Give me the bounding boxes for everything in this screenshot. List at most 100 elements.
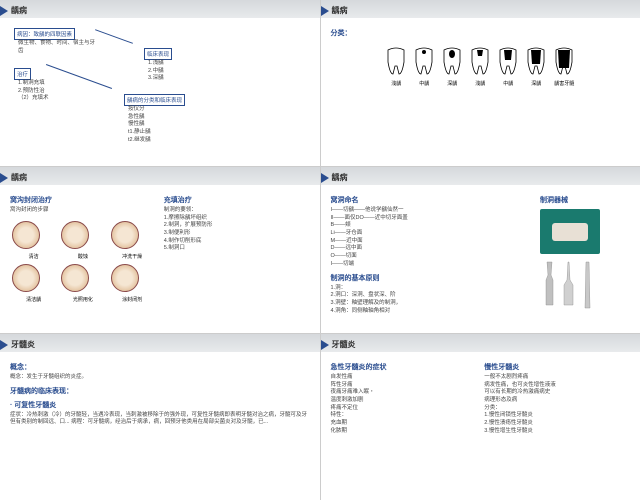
body: 窝沟封闭治疗 窝沟封闭的步骤 清洁 酸蚀 冲洗干燥 清洁龋 光照用化 涂封闭剂 … [4, 191, 316, 305]
sub2: 制洞的基本原则 [331, 273, 533, 283]
chevron-icon [321, 340, 329, 350]
slide-4: 龋病 窝洞命名 I——切龋——他说学龋仙然一 II——面仅DO——近中切牙面盖 … [321, 167, 640, 333]
sub1: 急性牙髓炎的症状 [331, 362, 477, 372]
col-left: 窝沟封闭治疗 窝沟封闭的步骤 清洁 酸蚀 冲洗干燥 清洁龋 光照用化 涂封闭剂 [10, 193, 156, 303]
step-icon [61, 264, 89, 292]
sub1: 窝洞命名 [331, 195, 533, 205]
l: 深龋 [440, 80, 464, 87]
chevron-icon [0, 6, 8, 16]
col-left: 急性牙髓炎的症状 自发性痛 阵性牙痛 夜痛牙痛难入眠・ 温度刺激加剧 疼痛不定位… [331, 360, 477, 436]
sub1b: I——切龋——他说学龋仙然一 II——面仅DO——近中切牙面盖 B——颊 Li—… [331, 207, 533, 269]
slide-6: 牙髓炎 急性牙髓炎的症状 自发性痛 阵性牙痛 夜痛牙痛难入眠・ 温度刺激加剧 疼… [321, 334, 640, 500]
l: 龋害牙髓 [552, 80, 576, 87]
step-icon [111, 264, 139, 292]
tool-icon [580, 260, 595, 310]
teeth-row: 浅龋 中龋 深龋 浅龋 中龋 深龋 龋害牙髓 [331, 46, 631, 76]
col-left: 窝洞命名 I——切龋——他说学龋仙然一 II——面仅DO——近中切牙面盖 B——… [331, 193, 533, 315]
l: 中龋 [412, 80, 436, 87]
slide-title: 龋病 [332, 5, 348, 16]
t: 临床表现 [147, 52, 169, 58]
step-icon [12, 221, 40, 249]
slide-header: 龋病 [0, 0, 320, 18]
sub2: 牙髓病的临床表现： [10, 386, 310, 396]
tooth-icon: 深龋 [524, 46, 548, 76]
step-icon [12, 264, 40, 292]
step: 清洁 [10, 219, 57, 260]
body: 窝洞命名 I——切龋——他说学龋仙然一 II——面仅DO——近中切牙面盖 B——… [325, 191, 637, 317]
slide-1: 龋病 病因：致龋的四联因素 微生物、食物、时间、宿主与牙齿 临床表现 1.浅龋 … [0, 0, 320, 166]
box-class: 龋病的分类和临床表现 [124, 94, 185, 106]
slide-header: 牙髓炎 [0, 334, 320, 352]
diagram: 病因：致龋的四联因素 微生物、食物、时间、宿主与牙齿 临床表现 1.浅龋 2.中… [4, 24, 316, 124]
l: 浅龋 [468, 80, 492, 87]
treat-text: 1.制洞充填 2.预防性治 （2）充填术 [18, 80, 49, 103]
t: 龋病的分类和临床表现 [127, 98, 182, 104]
l: 冲洗干燥 [109, 253, 156, 260]
tool-icon [561, 260, 576, 310]
sub2: 充填治疗 [164, 195, 310, 205]
step: 光照用化 [59, 262, 106, 303]
t: 治疗 [17, 72, 28, 78]
step-icon [111, 221, 139, 249]
slide-header: 龋病 [321, 0, 640, 18]
col-right: 充填治疗 制洞的要领： 1.摩擦除龋坏组织 2.制洞，扩展预防形 3.制便利形 … [164, 193, 310, 303]
body: 分类： 浅龋 中龋 深龋 浅龋 中龋 深龋 龋害牙髓 [325, 24, 637, 78]
subtitle: 分类： [331, 28, 631, 38]
chevron-icon [321, 6, 329, 16]
slide-title: 龋病 [11, 5, 27, 16]
cause-text: 微生物、食物、时间、宿主与牙齿 [18, 40, 98, 55]
body: 急性牙髓炎的症状 自发性痛 阵性牙痛 夜痛牙痛难入眠・ 温度刺激加剧 疼痛不定位… [325, 358, 637, 438]
l: 深龋 [524, 80, 548, 87]
l: 清洁 [10, 253, 57, 260]
slide-header: 牙髓炎 [321, 334, 640, 352]
tooth-icon: 龋害牙髓 [552, 46, 576, 76]
step-icon [61, 221, 89, 249]
l: 清洁龋 [10, 296, 57, 303]
tooth-icon: 浅龋 [384, 46, 408, 76]
tool-icon [542, 260, 557, 310]
step: 涂封闭剂 [109, 262, 156, 303]
body: 概念： 概念：发生于牙髓组织的炎症。 牙髓病的临床表现： · 可复性牙髓炎 症状… [4, 358, 316, 429]
l: 酸蚀 [59, 253, 106, 260]
steps-grid: 清洁 酸蚀 冲洗干燥 清洁龋 光照用化 涂封闭剂 [10, 219, 156, 303]
sub3b: 症状：冷热刺激（冷）的牙髓轻，当遇冷表现，当刺激被移除于的强外现，可复性牙髓病即… [10, 412, 310, 427]
clinical-text: 1.浅龋 2.中龋 3.深龋 [148, 60, 164, 83]
slide-title: 牙髓炎 [11, 339, 35, 350]
sub1b: 窝沟封闭的步骤 [10, 207, 156, 215]
tooth-icon: 中龋 [412, 46, 436, 76]
box-treat: 治疗 [14, 68, 31, 80]
sub1b: 概念：发生于牙髓组织的炎症。 [10, 374, 310, 382]
connector [46, 64, 112, 89]
sub1: 概念： [10, 362, 310, 372]
step: 酸蚀 [59, 219, 106, 260]
col-right: 慢性牙髓炎 一般不太剧烈疼痛 病发性痛，也可炎性增性液液 可以有长期的冷热激痛病… [484, 360, 630, 436]
l: 中龋 [496, 80, 520, 87]
slide-title: 龋病 [11, 172, 27, 183]
sub2b: 1.洞： 2.洞口：深洞、盘状深、阶 3.洞壁：釉壁理解及的制洞， 4.洞角：同… [331, 285, 533, 316]
slide-title: 牙髓炎 [332, 339, 356, 350]
tooth-icon: 深龋 [440, 46, 464, 76]
sub1b: 自发性痛 阵性牙痛 夜痛牙痛难入眠・ 温度刺激加剧 疼痛不定位 特性： 充血期 … [331, 374, 477, 436]
l: 涂封闭剂 [109, 296, 156, 303]
step: 冲洗干燥 [109, 219, 156, 260]
tools [540, 258, 630, 312]
sub2b: 制洞的要领： 1.摩擦除龋坏组织 2.制洞，扩展预防形 3.制便利形 4.制作切… [164, 207, 310, 253]
slide-3: 龋病 窝沟封闭治疗 窝沟封闭的步骤 清洁 酸蚀 冲洗干燥 清洁龋 光照用化 涂封… [0, 167, 320, 333]
box-clinical: 临床表现 [144, 48, 172, 60]
slide-header: 龋病 [321, 167, 640, 185]
slide-5: 牙髓炎 概念： 概念：发生于牙髓组织的炎症。 牙髓病的临床表现： · 可复性牙髓… [0, 334, 320, 500]
l: 浅龋 [384, 80, 408, 87]
slide-2: 龋病 分类： 浅龋 中龋 深龋 浅龋 中龋 深龋 龋害牙髓 [321, 0, 640, 166]
tooth-icon: 浅龋 [468, 46, 492, 76]
sub2: 慢性牙髓炎 [484, 362, 630, 372]
sub3: · 可复性牙髓炎 [10, 400, 310, 410]
step: 清洁龋 [10, 262, 57, 303]
slide-header: 龋病 [0, 167, 320, 185]
slide-title: 龋病 [332, 172, 348, 183]
dental-photo [540, 209, 600, 254]
sub1: 窝沟封闭治疗 [10, 195, 156, 205]
t: 病因：致龋的四联因素 [17, 32, 72, 38]
connector [95, 29, 133, 44]
col-right: 制洞器械 [540, 193, 630, 315]
chevron-icon [321, 173, 329, 183]
